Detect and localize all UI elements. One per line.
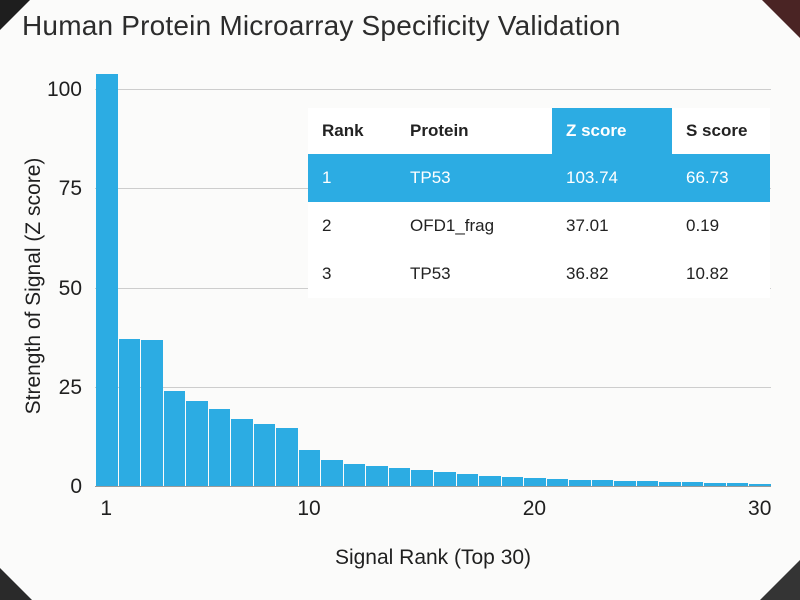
corner-vignette-bottom-left <box>0 568 32 600</box>
specificity-table: Rank Protein Z score S score 1 TP53 103.74 66.… <box>308 108 770 298</box>
bar-rank-10 <box>298 450 321 486</box>
table-cell: 3 <box>322 264 332 283</box>
table-header-row: Rank Protein Z score S score <box>308 108 770 154</box>
bar-rank-15 <box>411 470 433 486</box>
table-cell: 1 <box>308 154 396 202</box>
y-tick-label: 0 <box>70 475 82 498</box>
table-cell: 10.82 <box>686 264 729 283</box>
bar-rank-1 <box>96 74 118 486</box>
bar-rank-4 <box>163 390 186 486</box>
y-axis-ticks: 0 25 50 75 100 <box>18 78 82 498</box>
x-tick-label: 10 <box>297 497 321 520</box>
table-cell: 37.01 <box>566 216 609 235</box>
bar-rank-13 <box>366 466 388 486</box>
corner-vignette-bottom-right <box>760 560 800 600</box>
bar-rank-27 <box>681 482 704 486</box>
table-row: 1 TP53 103.74 66.73 <box>308 154 770 202</box>
bar-rank-24 <box>614 480 636 486</box>
y-tick-label: 25 <box>58 375 82 399</box>
bar-rank-8 <box>253 424 276 486</box>
bar-rank-12 <box>343 464 366 486</box>
bar-rank-29 <box>726 483 749 486</box>
table-cell: TP53 <box>410 264 451 283</box>
bar-rank-22 <box>569 479 591 486</box>
bar-rank-30 <box>749 483 771 486</box>
table-header-protein: Protein <box>410 121 469 140</box>
x-tick-label: 30 <box>748 497 772 520</box>
gridline <box>95 89 771 90</box>
gridline <box>95 386 771 388</box>
x-tick-label: 1 <box>100 497 113 520</box>
bar-rank-6 <box>208 408 231 486</box>
y-tick-label: 100 <box>46 78 82 101</box>
table-cell: 36.82 <box>566 264 609 283</box>
table-cell: TP53 <box>396 154 552 202</box>
x-axis-ticks: 1 10 20 30 <box>95 497 771 525</box>
bar-rank-21 <box>546 478 569 486</box>
bar-rank-23 <box>591 480 614 486</box>
plot-area <box>95 74 771 487</box>
bar-rank-2 <box>118 339 141 486</box>
y-tick-label: 50 <box>58 276 82 300</box>
bar-rank-17 <box>456 474 479 486</box>
bar-rank-5 <box>186 400 208 486</box>
table-row: 3 TP53 36.82 10.82 <box>308 250 770 298</box>
x-axis-line <box>95 486 771 487</box>
corner-vignette-top-left <box>0 0 30 30</box>
bars <box>96 74 771 486</box>
bar-rank-20 <box>524 478 546 486</box>
bar-rank-3 <box>141 339 163 486</box>
bar-rank-14 <box>388 468 411 486</box>
bar-rank-16 <box>433 472 456 486</box>
bar-rank-11 <box>321 460 343 486</box>
bar-rank-25 <box>636 481 659 486</box>
table-header-rank: Rank <box>322 121 364 140</box>
y-tick-label: 75 <box>58 177 82 201</box>
corner-vignette-top-right <box>762 0 800 38</box>
table-row: 2 OFD1_frag 37.01 0.19 <box>308 202 770 250</box>
table-cell: 0.19 <box>686 216 720 235</box>
table-cell: OFD1_frag <box>410 216 495 235</box>
table-header-z-score: Z score <box>552 108 672 154</box>
bar-rank-9 <box>276 428 298 486</box>
bar-rank-19 <box>501 477 524 486</box>
bar-rank-18 <box>479 476 501 486</box>
table-cell: 103.74 <box>552 154 672 202</box>
table-header-s-score: S score <box>686 121 748 140</box>
bar-rank-7 <box>231 418 253 486</box>
x-axis-label: Signal Rank (Top 30) <box>334 546 532 569</box>
bar-rank-28 <box>704 482 726 486</box>
x-tick-label: 20 <box>522 497 547 520</box>
table-body: 1 TP53 103.74 66.73 2 OFD1_frag 37.01 0.19 3 TP53… <box>308 154 770 298</box>
bar-rank-26 <box>659 482 681 486</box>
table-cell: 66.73 <box>672 154 770 202</box>
chart-title: Human Protein Microarray Specificity Val… <box>22 10 621 41</box>
table-cell: 2 <box>322 216 332 235</box>
